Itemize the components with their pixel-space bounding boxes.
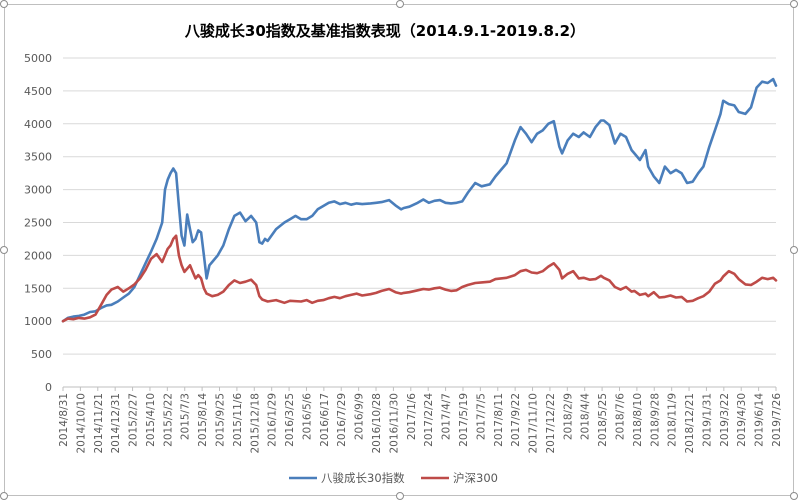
x-tick-label: 2018/11/9 xyxy=(667,393,679,447)
resize-handle-left[interactable] xyxy=(0,246,8,254)
legend: 八骏成长30指数 沪深300 xyxy=(289,471,498,485)
x-tick-label: 2016/11/30 xyxy=(388,393,400,454)
x-axis: 2014/8/31 2014/10/10 2014/11/21 2014/12/31 2… xyxy=(58,387,783,454)
x-tick-label: 2017/9/22 xyxy=(510,393,522,447)
x-tick-label: 2018/7/6 xyxy=(614,393,626,440)
x-tick-label: 2018/4/4 xyxy=(580,393,592,440)
x-tick-label: 2018/9/28 xyxy=(649,393,661,447)
resize-handle-right[interactable] xyxy=(790,246,798,254)
series-line-0 xyxy=(61,77,778,323)
x-tick-label: 2015/11/6 xyxy=(232,393,244,447)
x-tick-label: 2016/9/9 xyxy=(354,393,366,440)
y-tick-label: 1500 xyxy=(24,282,52,295)
x-tick-label: 2018/12/21 xyxy=(684,393,696,454)
resize-handle-bottom-left[interactable] xyxy=(0,492,8,500)
y-tick-label: 4000 xyxy=(24,118,52,131)
y-tick-label: 5000 xyxy=(24,52,52,65)
y-tick-label: 0 xyxy=(45,381,52,394)
x-tick-label: 2018/2/9 xyxy=(562,393,574,440)
legend-label-1: 沪深300 xyxy=(453,471,498,485)
gridlines xyxy=(63,57,776,388)
x-tick-label: 2016/5/6 xyxy=(301,393,313,440)
y-tick-label: 1000 xyxy=(24,315,52,328)
x-tick-label: 2017/4/7 xyxy=(441,393,453,440)
resize-handle-bottom-right[interactable] xyxy=(790,492,798,500)
x-tick-label: 2014/8/31 xyxy=(58,393,70,447)
chart-title: 八骏成长30指数及基准指数表现（2014.9.1-2019.8.2） xyxy=(184,22,585,40)
y-tick-label: 3000 xyxy=(24,184,52,197)
x-tick-label: 2017/12/22 xyxy=(545,393,557,454)
x-tick-label: 2017/1/6 xyxy=(406,393,418,440)
x-tick-label: 2015/8/14 xyxy=(197,393,209,447)
x-tick-label: 2015/4/10 xyxy=(145,393,157,447)
x-tick-label: 2014/10/10 xyxy=(75,393,87,454)
y-tick-label: 3500 xyxy=(24,151,52,164)
series-line-1 xyxy=(61,234,778,323)
x-tick-label: 2014/11/21 xyxy=(93,393,105,454)
resize-handle-bottom[interactable] xyxy=(396,492,404,500)
x-tick-label: 2017/2/24 xyxy=(423,393,435,447)
legend-label-0: 八骏成长30指数 xyxy=(321,471,405,485)
x-tick-label: 2015/12/18 xyxy=(249,393,261,454)
y-tick-label: 2000 xyxy=(24,249,52,262)
x-tick-label: 2018/5/25 xyxy=(597,393,609,447)
x-tick-label: 2016/1/29 xyxy=(267,393,279,447)
series-lines xyxy=(61,77,778,323)
resize-handle-top[interactable] xyxy=(396,0,404,8)
x-tick-label: 2015/9/25 xyxy=(215,393,227,447)
x-tick-label: 2015/2/27 xyxy=(128,393,140,447)
resize-handle-top-right[interactable] xyxy=(790,0,798,8)
x-tick-label: 2016/6/17 xyxy=(319,393,331,447)
x-tick-label: 2016/7/29 xyxy=(336,393,348,447)
x-tick-label: 2017/5/19 xyxy=(458,393,470,447)
x-tick-label: 2015/7/3 xyxy=(180,393,192,440)
x-tick-label: 2018/8/10 xyxy=(632,393,644,447)
x-tick-label: 2014/12/31 xyxy=(110,393,122,454)
resize-handle-top-left[interactable] xyxy=(0,0,8,8)
y-tick-label: 4500 xyxy=(24,85,52,98)
x-tick-label: 2017/11/10 xyxy=(528,393,540,454)
x-tick-label: 2019/1/31 xyxy=(701,393,713,447)
x-tick-label: 2019/3/22 xyxy=(719,393,731,447)
x-tick-label: 2017/8/11 xyxy=(493,393,505,447)
x-tick-label: 2019/7/26 xyxy=(771,393,783,447)
x-tick-label: 2019/6/14 xyxy=(754,393,766,447)
y-tick-label: 500 xyxy=(31,348,52,361)
y-tick-label: 2500 xyxy=(24,217,52,230)
y-axis: 0 500 1000 1500 2000 2500 3000 3500 4000 4500 5000 xyxy=(24,52,52,394)
x-tick-label: 2015/5/22 xyxy=(162,393,174,447)
x-tick-label: 2016/3/25 xyxy=(284,393,296,447)
x-tick-label: 2019/4/30 xyxy=(736,393,748,447)
x-tick-label: 2017/7/5 xyxy=(475,393,487,440)
x-tick-label: 2016/10/28 xyxy=(371,393,383,454)
